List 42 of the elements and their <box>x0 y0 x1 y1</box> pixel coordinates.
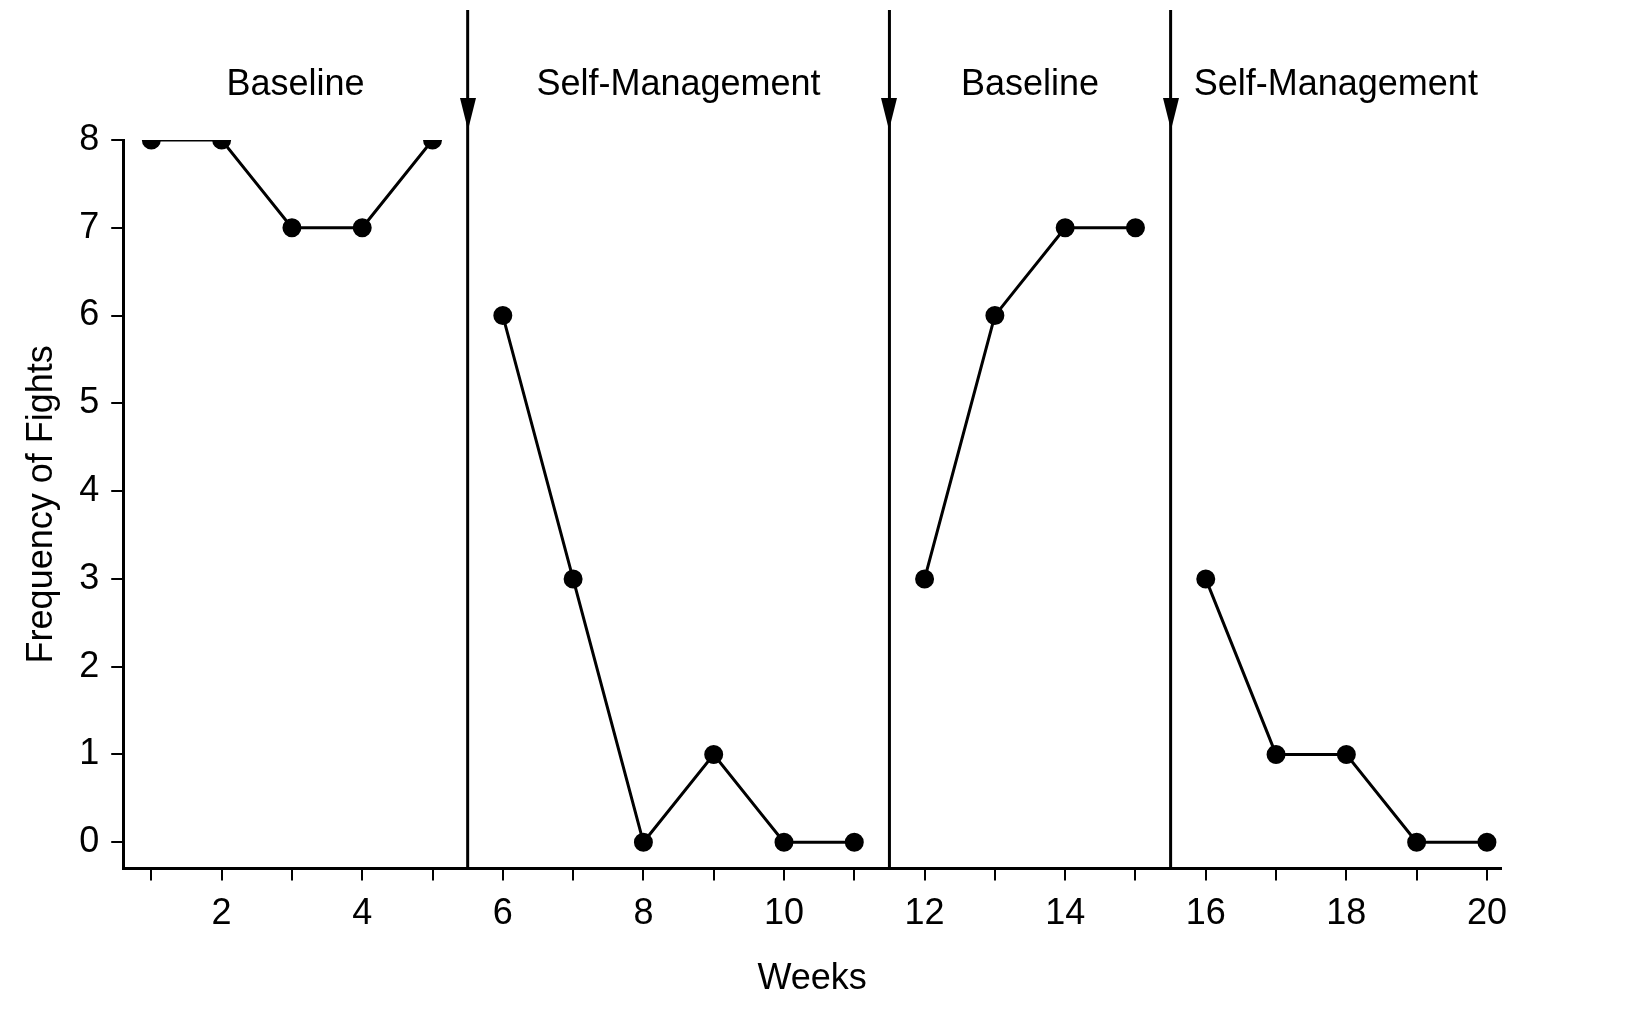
point <box>352 218 372 238</box>
x-tick-label: 18 <box>1326 891 1367 933</box>
point <box>774 832 794 852</box>
x-tick-label: 14 <box>1045 891 1086 933</box>
y-tick-label: 1 <box>79 731 100 773</box>
point <box>1266 744 1286 764</box>
point <box>282 218 302 238</box>
y-tick-label: 3 <box>79 555 100 597</box>
y-tick-label: 6 <box>79 292 100 334</box>
x-tick-label: 20 <box>1466 891 1507 933</box>
x-tick-label: 6 <box>492 891 513 933</box>
y-tick-label: 2 <box>79 643 100 685</box>
point <box>1055 218 1075 238</box>
y-tick-label: 7 <box>79 204 100 246</box>
y-axis-title: Frequency of Fights <box>18 345 60 664</box>
text: Self-Management <box>536 61 821 103</box>
y-tick-label: 8 <box>79 116 100 158</box>
point <box>1196 569 1216 589</box>
point <box>1477 832 1497 852</box>
point <box>985 306 1005 326</box>
text: Self-Management <box>1193 61 1478 103</box>
y-tick-label: 5 <box>79 380 100 422</box>
point <box>844 832 864 852</box>
x-tick-label: 4 <box>352 891 373 933</box>
x-tick-label: 2 <box>211 891 232 933</box>
point <box>915 569 935 589</box>
text: Baseline <box>226 61 365 103</box>
point <box>704 744 724 764</box>
text: Baseline <box>960 61 1100 103</box>
point <box>493 306 513 326</box>
x-tick-label: 10 <box>763 891 805 933</box>
y-tick-label: 0 <box>79 819 100 861</box>
x-tick-label: 16 <box>1185 891 1226 933</box>
point <box>1407 832 1427 852</box>
point <box>633 832 653 852</box>
point <box>563 569 583 589</box>
x-tick-label: 8 <box>633 891 654 933</box>
y-tick-label: 4 <box>79 468 100 510</box>
point <box>1336 744 1356 764</box>
x-tick-label: 12 <box>904 891 945 933</box>
x-axis-title: Weeks <box>757 956 867 998</box>
point <box>1125 218 1145 238</box>
